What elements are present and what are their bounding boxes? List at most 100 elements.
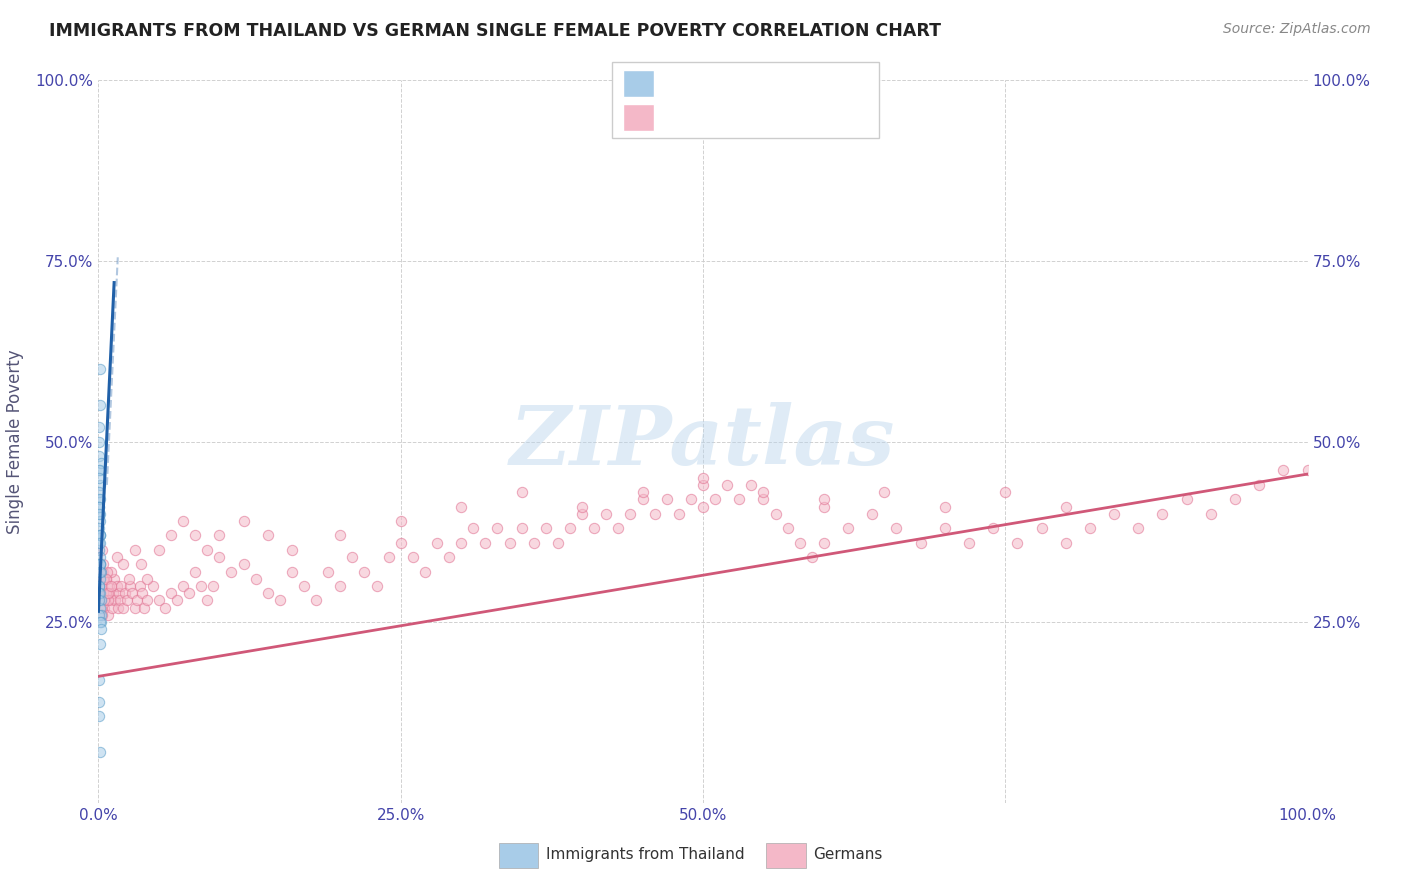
Point bbox=[89, 528, 111, 542]
Point bbox=[208, 550, 231, 565]
Point bbox=[1102, 507, 1125, 521]
Point bbox=[316, 565, 339, 579]
Point bbox=[668, 507, 690, 521]
Point bbox=[89, 470, 111, 484]
Point bbox=[728, 492, 751, 507]
Point bbox=[101, 586, 124, 600]
Point bbox=[195, 593, 218, 607]
Point bbox=[221, 565, 243, 579]
Point bbox=[740, 478, 762, 492]
Point bbox=[148, 542, 170, 557]
Y-axis label: Single Female Poverty: Single Female Poverty bbox=[7, 350, 24, 533]
Point bbox=[160, 586, 183, 600]
Point bbox=[110, 579, 132, 593]
Point bbox=[89, 550, 111, 565]
Point bbox=[558, 521, 581, 535]
Point bbox=[89, 695, 111, 709]
Point bbox=[89, 528, 111, 542]
Point bbox=[190, 579, 212, 593]
Point bbox=[1054, 535, 1077, 549]
Point bbox=[89, 673, 111, 687]
Point bbox=[89, 507, 111, 521]
Point bbox=[89, 558, 111, 572]
Point bbox=[692, 470, 714, 484]
Point bbox=[776, 521, 799, 535]
Point bbox=[121, 586, 143, 600]
Point bbox=[160, 528, 183, 542]
Point bbox=[153, 600, 176, 615]
Point bbox=[98, 579, 121, 593]
Point bbox=[765, 507, 787, 521]
Point bbox=[534, 521, 557, 535]
Point bbox=[89, 500, 111, 514]
Point bbox=[184, 565, 207, 579]
Point bbox=[813, 500, 835, 514]
Point bbox=[873, 485, 896, 500]
Point bbox=[129, 558, 152, 572]
Point bbox=[256, 528, 278, 542]
Point bbox=[100, 600, 122, 615]
Point bbox=[87, 593, 110, 607]
Text: Germans: Germans bbox=[813, 847, 882, 862]
Point bbox=[135, 593, 157, 607]
Point bbox=[90, 456, 112, 470]
Point bbox=[281, 542, 304, 557]
Point bbox=[813, 535, 835, 549]
Point bbox=[100, 593, 122, 607]
Point bbox=[90, 615, 112, 630]
Point bbox=[89, 535, 111, 549]
Point bbox=[232, 558, 254, 572]
Point bbox=[195, 542, 218, 557]
Point bbox=[595, 507, 617, 521]
Point bbox=[1054, 500, 1077, 514]
Point bbox=[208, 528, 231, 542]
Point bbox=[486, 521, 509, 535]
Point bbox=[1152, 507, 1174, 521]
Point bbox=[87, 500, 110, 514]
Point bbox=[89, 478, 111, 492]
Point bbox=[89, 398, 111, 412]
Point bbox=[89, 521, 111, 535]
Point bbox=[716, 478, 738, 492]
Point bbox=[172, 579, 194, 593]
Point bbox=[607, 521, 630, 535]
Point bbox=[96, 586, 118, 600]
Point bbox=[389, 514, 412, 528]
Point bbox=[366, 579, 388, 593]
Point bbox=[402, 550, 425, 565]
Point bbox=[474, 535, 496, 549]
Point bbox=[813, 492, 835, 507]
Point bbox=[523, 535, 546, 549]
Point bbox=[93, 600, 115, 615]
Point bbox=[692, 500, 714, 514]
Point bbox=[1249, 478, 1271, 492]
Point bbox=[837, 521, 859, 535]
Point bbox=[91, 579, 114, 593]
Point bbox=[89, 615, 111, 630]
Point bbox=[89, 637, 111, 651]
Point bbox=[957, 535, 980, 549]
Point bbox=[269, 593, 291, 607]
Point bbox=[87, 507, 110, 521]
Point bbox=[202, 579, 225, 593]
Point bbox=[644, 507, 666, 521]
Point bbox=[97, 607, 120, 622]
Point bbox=[124, 542, 146, 557]
Point bbox=[342, 550, 364, 565]
Point bbox=[89, 362, 111, 376]
Point bbox=[179, 586, 201, 600]
Point bbox=[107, 600, 129, 615]
Point bbox=[389, 535, 412, 549]
Point bbox=[100, 579, 122, 593]
Point bbox=[571, 507, 593, 521]
Point bbox=[90, 600, 112, 615]
Point bbox=[934, 500, 956, 514]
Point bbox=[377, 550, 399, 565]
Point bbox=[1272, 463, 1295, 477]
Point bbox=[148, 593, 170, 607]
Point bbox=[994, 485, 1017, 500]
Point bbox=[172, 514, 194, 528]
Point bbox=[87, 434, 110, 449]
Point bbox=[91, 593, 114, 607]
Point bbox=[1007, 535, 1029, 549]
